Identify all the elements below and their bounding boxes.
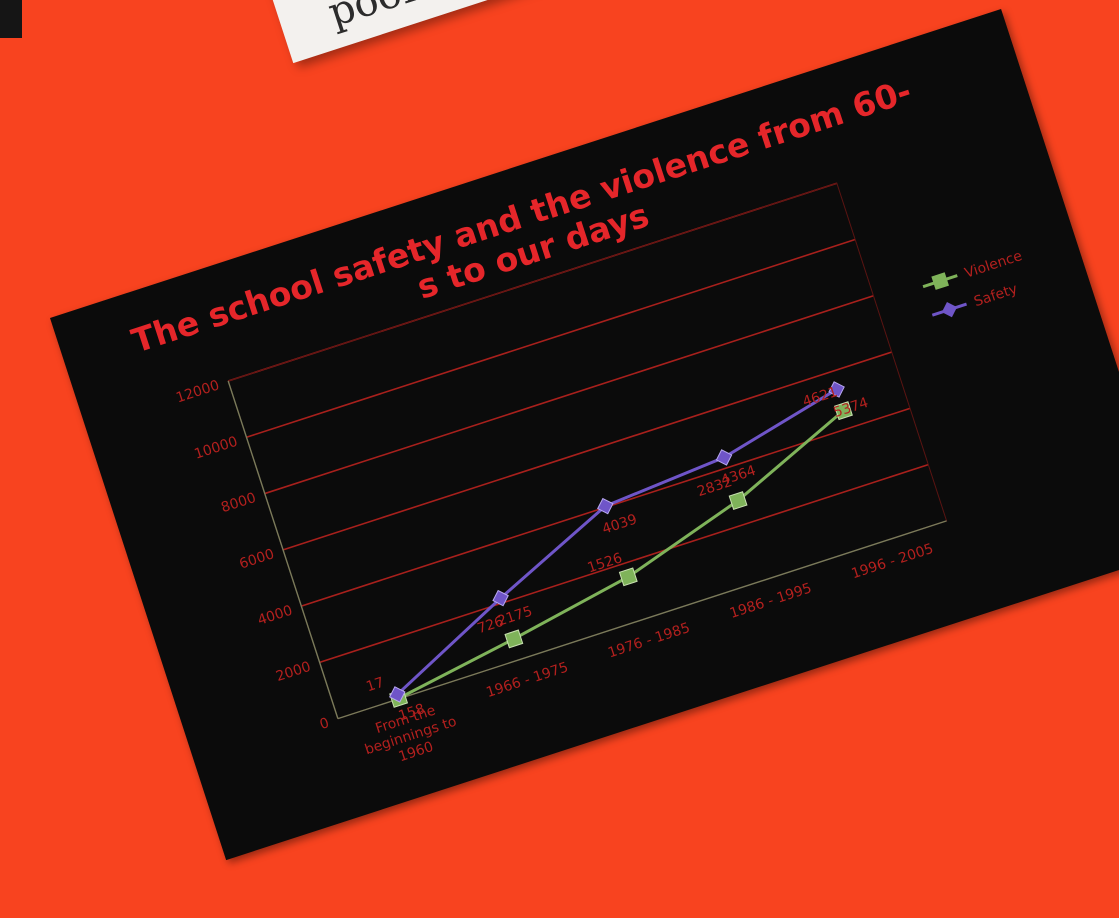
axes — [227, 182, 948, 720]
x-tick-label: 1986 - 1995 — [728, 580, 814, 622]
y-axis-ticks: 0 2000 4000 6000 8000 10000 12000 — [174, 377, 331, 733]
chart-title-line-1: The school safety and the violence from … — [127, 71, 916, 361]
violence-marker — [618, 567, 638, 587]
data-label-safety: 4364 — [719, 463, 758, 489]
y-tick-label: 4000 — [256, 603, 295, 629]
dark-corner-tab — [0, 0, 22, 38]
safety-marker — [828, 381, 845, 398]
data-label-safety: 2175 — [496, 603, 535, 629]
line-chart: The school safety and the violence from … — [127, 71, 1024, 765]
violence-marker — [728, 491, 748, 510]
y-tick-label: 2000 — [274, 659, 313, 685]
y-tick-label: 8000 — [219, 490, 258, 516]
y-tick-label: 12000 — [174, 377, 221, 406]
safety-marker — [389, 686, 406, 703]
y-tick-label: 6000 — [237, 546, 276, 572]
x-tick-label-line: 1986 - 1995 — [728, 580, 814, 622]
chart-board: The school safety and the violence from … — [50, 8, 1119, 861]
gridline — [246, 238, 856, 439]
safety-marker — [597, 497, 614, 515]
x-tick-label-line: 1966 - 1975 — [484, 659, 570, 701]
gridline — [264, 295, 874, 495]
data-label-safety: 158 — [397, 701, 427, 724]
data-label-violence: 17 — [364, 675, 386, 696]
y-tick-label: 0 — [318, 715, 331, 733]
violence-marker — [504, 629, 524, 649]
x-tick-label: 1966 - 1975 — [484, 659, 570, 701]
legend-label: Safety — [972, 281, 1020, 310]
gridline — [319, 463, 929, 664]
paper-note: poor vi — [250, 0, 750, 64]
x-tick-label: 1976 - 1985 — [606, 620, 692, 662]
y-tick-label: 10000 — [192, 434, 239, 463]
x-tick-label-line: 1996 - 2005 — [850, 541, 936, 583]
x-axis-line — [337, 520, 947, 720]
x-tick-label-line: 1976 - 1985 — [606, 620, 692, 662]
series-lines — [389, 381, 853, 708]
y-axis-line — [227, 380, 339, 719]
data-label-safety: 4039 — [600, 511, 639, 537]
x-tick-label: 1996 - 2005 — [850, 541, 936, 583]
safety-marker — [715, 449, 733, 466]
violence-marker — [834, 401, 853, 421]
gridline — [282, 351, 892, 551]
legend-label: Violence — [963, 248, 1024, 282]
data-label-violence: 726 — [475, 614, 505, 638]
legend-marker-safety — [941, 302, 958, 318]
note-text: poor vi — [323, 0, 471, 36]
safety-marker — [492, 589, 509, 607]
legend-marker-violence — [931, 272, 949, 290]
data-label-violence: 1526 — [586, 550, 625, 576]
